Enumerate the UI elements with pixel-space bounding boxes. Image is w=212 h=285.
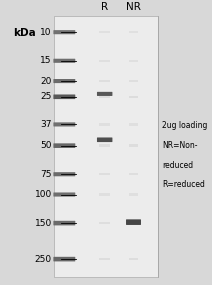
FancyBboxPatch shape	[53, 143, 75, 148]
FancyBboxPatch shape	[53, 95, 75, 99]
Bar	[99, 144, 110, 147]
Text: 20: 20	[40, 77, 52, 86]
Bar	[99, 193, 110, 196]
Text: NR: NR	[126, 2, 141, 12]
Bar	[129, 60, 138, 62]
Bar	[99, 173, 110, 176]
Text: NR=Non-: NR=Non-	[162, 141, 198, 150]
Bar	[99, 258, 110, 260]
Text: R=reduced: R=reduced	[162, 180, 205, 190]
Bar	[99, 123, 110, 126]
Bar	[99, 31, 110, 33]
Bar	[129, 193, 138, 196]
Text: 75: 75	[40, 170, 52, 179]
Bar	[99, 95, 110, 98]
Text: kDa: kDa	[14, 28, 36, 38]
Bar	[129, 173, 138, 176]
FancyBboxPatch shape	[53, 122, 75, 127]
Bar	[129, 31, 138, 33]
Bar	[129, 95, 138, 98]
Bar	[54, 17, 158, 276]
Text: 50: 50	[40, 141, 52, 150]
Bar	[129, 123, 138, 126]
FancyBboxPatch shape	[126, 219, 141, 225]
Bar	[99, 60, 110, 62]
Bar	[99, 80, 110, 82]
Text: 150: 150	[35, 219, 52, 228]
Text: R: R	[101, 2, 108, 12]
Bar	[99, 222, 110, 224]
Text: 250: 250	[35, 255, 52, 264]
FancyBboxPatch shape	[97, 137, 112, 142]
FancyBboxPatch shape	[53, 59, 75, 63]
FancyBboxPatch shape	[53, 192, 75, 197]
Text: reduced: reduced	[162, 161, 193, 170]
FancyBboxPatch shape	[53, 172, 75, 176]
FancyBboxPatch shape	[97, 92, 112, 96]
Bar	[129, 258, 138, 260]
Text: 37: 37	[40, 120, 52, 129]
Text: 15: 15	[40, 56, 52, 65]
Bar	[129, 80, 138, 82]
Text: 25: 25	[40, 92, 52, 101]
Text: 10: 10	[40, 28, 52, 37]
Text: 100: 100	[35, 190, 52, 199]
FancyBboxPatch shape	[53, 79, 75, 83]
FancyBboxPatch shape	[53, 221, 75, 225]
Text: 2ug loading: 2ug loading	[162, 121, 208, 130]
Bar	[129, 144, 138, 147]
FancyBboxPatch shape	[53, 257, 75, 261]
Bar	[129, 222, 138, 224]
FancyBboxPatch shape	[53, 30, 75, 34]
